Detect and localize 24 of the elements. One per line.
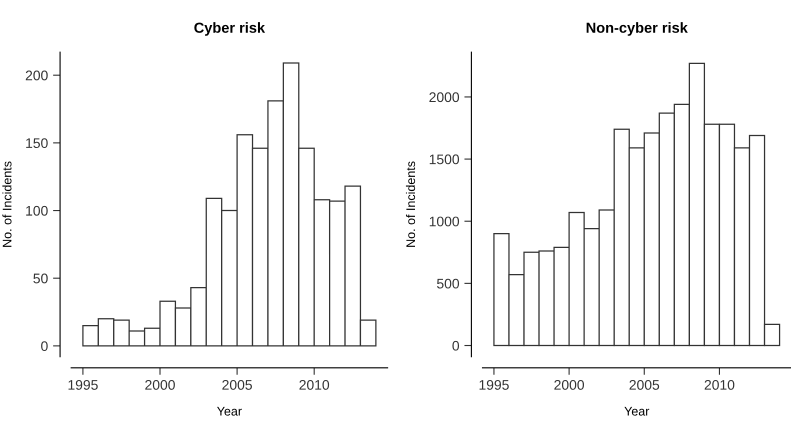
x-axis-title: Year: [217, 406, 242, 416]
y-tick-label: 150: [26, 138, 48, 148]
y-tick-label: 0: [452, 340, 460, 351]
y-axis-title: No. of Incidents: [2, 161, 12, 247]
x-tick-label: 2005: [630, 380, 660, 390]
y-tick-label: 50: [33, 274, 48, 284]
y-tick-label: 500: [436, 278, 460, 289]
x-axis-title: Year: [624, 406, 650, 416]
y-tick-label: 1000: [430, 216, 460, 226]
y-tick-label: 200: [26, 70, 48, 80]
x-tick-label: 1995: [68, 380, 98, 390]
x-tick-label: 2005: [222, 380, 252, 390]
x-tick-label: 2010: [704, 380, 734, 390]
x-tick-label: 2000: [145, 380, 175, 390]
chart-title: Non-cyber risk: [586, 22, 688, 36]
y-axis-title: No. of Incidents: [406, 161, 416, 247]
y-tick-label: 0: [41, 341, 48, 352]
y-tick-label: 2000: [429, 92, 460, 102]
chart-title: Cyber risk: [194, 22, 266, 36]
x-tick-label: 1995: [480, 380, 509, 390]
x-tick-label: 2000: [554, 380, 584, 390]
y-tick-label: 100: [26, 206, 48, 216]
x-tick-label: 2010: [299, 380, 330, 390]
y-tick-label: 1500: [430, 154, 460, 164]
